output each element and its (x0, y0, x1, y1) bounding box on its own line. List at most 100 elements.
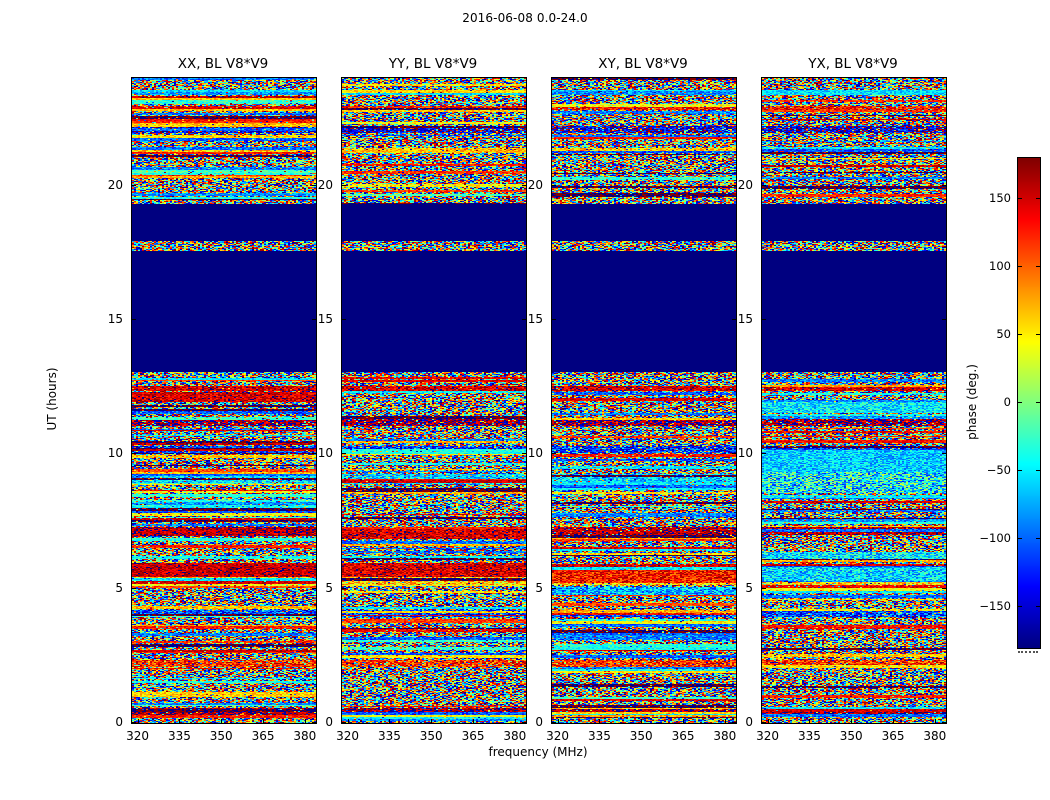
y-axis-label: UT (hours) (45, 367, 59, 431)
x-tick-mark (347, 719, 349, 723)
colorbar-tick-label: −150 (979, 599, 1011, 614)
colorbar-tick-label: 150 (989, 190, 1011, 205)
x-axis-label: frequency (MHz) (488, 745, 588, 759)
y-tick-mark (312, 722, 316, 723)
x-tick-mark (599, 719, 601, 723)
x-tick-mark (263, 719, 265, 723)
y-tick-mark (132, 453, 136, 455)
y-tick-label: 5 (115, 580, 123, 595)
heatmap-panel-yy[interactable] (341, 77, 527, 724)
y-tick-mark (522, 318, 526, 320)
y-tick-mark (732, 184, 736, 186)
x-tick-mark (137, 719, 139, 723)
y-tick-mark (552, 453, 556, 455)
y-tick-mark (552, 587, 556, 589)
y-tick-mark (342, 318, 346, 320)
colorbar-tick-label: 0 (1003, 395, 1011, 409)
y-tick-label: 0 (535, 715, 543, 729)
y-tick-mark (132, 184, 136, 186)
x-tick-label: 350 (839, 729, 863, 743)
y-tick-mark (522, 184, 526, 186)
x-tick-label: 335 (377, 729, 401, 743)
y-tick-mark (762, 722, 766, 723)
x-tick-label: 365 (461, 729, 485, 743)
y-tick-mark (132, 318, 136, 320)
y-tick-mark (762, 318, 766, 320)
x-tick-label: 335 (587, 729, 611, 743)
x-tick-label: 365 (881, 729, 905, 743)
x-tick-label: 335 (167, 729, 191, 743)
colorbar-tick-mark (1018, 197, 1022, 199)
x-tick-mark (473, 719, 475, 723)
y-tick-label: 15 (527, 311, 543, 326)
x-tick-label: 365 (251, 729, 275, 743)
y-tick-label: 15 (107, 311, 123, 326)
y-tick-label: 0 (115, 715, 123, 729)
y-tick-mark (522, 722, 526, 723)
x-tick-mark (179, 719, 181, 723)
x-tick-mark (893, 719, 895, 723)
colorbar-tick-mark (1018, 538, 1022, 540)
y-tick-label: 0 (325, 715, 333, 729)
colorbar-tick-mark (1036, 538, 1040, 540)
y-tick-label: 10 (737, 446, 753, 461)
colorbar-tick-mark (1036, 606, 1040, 608)
colorbar-tick-mark (1036, 197, 1040, 199)
y-tick-mark (342, 453, 346, 455)
colorbar-tick-mark (1036, 333, 1040, 335)
x-tick-mark (724, 719, 726, 723)
colorbar-tick-mark (1036, 402, 1040, 403)
y-tick-mark (132, 587, 136, 589)
colorbar-tick-mark (1018, 402, 1022, 403)
colorbar[interactable] (1017, 157, 1041, 649)
y-tick-mark (342, 587, 346, 589)
y-tick-mark (552, 722, 556, 723)
y-tick-mark (942, 587, 946, 589)
x-tick-label: 380 (503, 729, 527, 743)
y-tick-mark (552, 318, 556, 320)
x-tick-mark (683, 719, 685, 723)
x-tick-mark (809, 719, 811, 723)
heatmap-panel-xy[interactable] (551, 77, 737, 724)
y-tick-mark (312, 453, 316, 455)
y-tick-label: 10 (107, 446, 123, 461)
y-tick-mark (942, 722, 946, 723)
y-tick-mark (942, 453, 946, 455)
x-tick-label: 320 (756, 729, 780, 743)
x-tick-label: 320 (126, 729, 150, 743)
heatmap-panel-xx[interactable] (131, 77, 317, 724)
x-tick-mark (221, 719, 223, 723)
x-tick-mark (304, 719, 306, 723)
y-tick-label: 10 (527, 446, 543, 461)
y-tick-mark (522, 453, 526, 455)
y-tick-mark (762, 453, 766, 455)
colorbar-tick-mark (1018, 333, 1022, 335)
x-tick-label: 380 (713, 729, 737, 743)
panel-title-xx: XX, BL V8*V9 (177, 56, 269, 72)
x-tick-label: 350 (209, 729, 233, 743)
y-tick-mark (132, 722, 136, 723)
x-tick-mark (934, 719, 936, 723)
panel-title-xy: XY, BL V8*V9 (598, 56, 688, 72)
y-tick-mark (312, 587, 316, 589)
panel-title-yx: YX, BL V8*V9 (808, 56, 898, 72)
x-tick-mark (557, 719, 559, 723)
figure-suptitle: 2016-06-08 0.0-24.0 (462, 11, 588, 25)
y-tick-mark (762, 587, 766, 589)
y-tick-mark (732, 587, 736, 589)
heatmap-panel-yx[interactable] (761, 77, 947, 724)
y-tick-mark (732, 318, 736, 320)
y-tick-label: 20 (107, 177, 123, 192)
y-tick-label: 0 (745, 715, 753, 729)
x-tick-mark (851, 719, 853, 723)
x-tick-label: 380 (923, 729, 947, 743)
x-tick-label: 320 (336, 729, 360, 743)
colorbar-tick-label: −100 (979, 531, 1011, 546)
colorbar-tick-label: 50 (996, 326, 1011, 341)
x-tick-mark (514, 719, 516, 723)
y-tick-mark (342, 722, 346, 723)
x-tick-label: 350 (419, 729, 443, 743)
y-tick-label: 20 (527, 177, 543, 192)
y-tick-mark (942, 318, 946, 320)
